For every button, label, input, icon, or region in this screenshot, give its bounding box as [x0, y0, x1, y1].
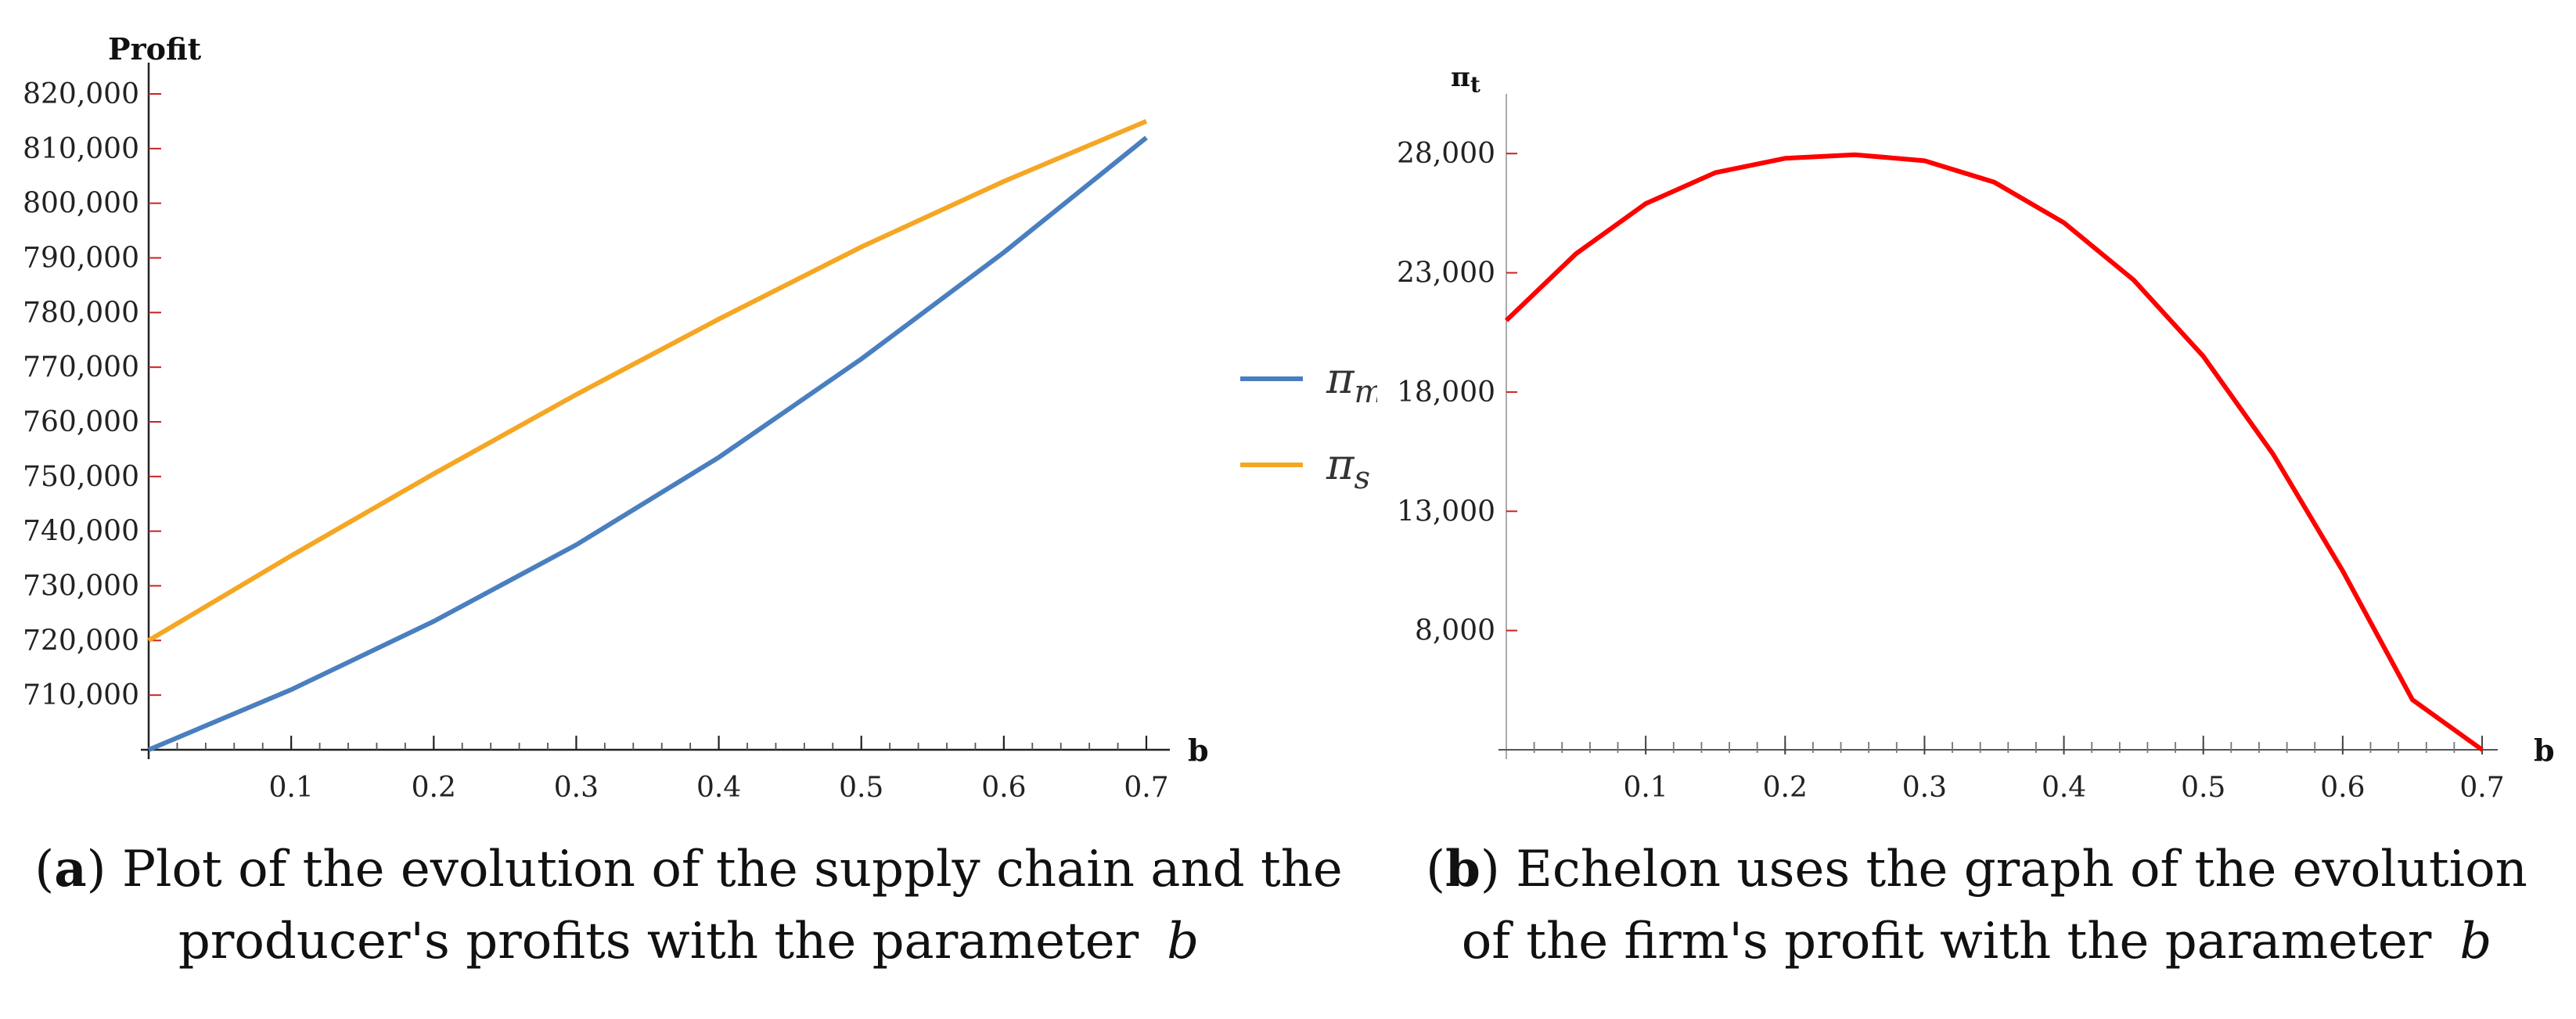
- x-tick-label: 0.7: [2459, 772, 2504, 804]
- caption-b-variable: b: [2459, 913, 2492, 970]
- x-tick-label: 0.5: [839, 772, 883, 804]
- caption-b: (b) Echelon uses the graph of the evolut…: [1426, 840, 2527, 970]
- x-tick-label: 0.5: [2181, 772, 2225, 804]
- x-tick-label: 0.6: [2320, 772, 2365, 804]
- y-tick-label: 800,000: [23, 188, 139, 220]
- series-line-s: [147, 119, 1148, 643]
- y-tick-label: 780,000: [23, 297, 139, 329]
- x-tick-label: 0.3: [1902, 772, 1947, 804]
- x-axis-title: b: [2534, 733, 2555, 768]
- y-tick-label: 13,000: [1397, 495, 1495, 528]
- x-tick-label: 0.4: [2042, 772, 2086, 804]
- y-tick-label: 750,000: [23, 461, 139, 493]
- y-tick-label: 18,000: [1397, 376, 1495, 409]
- y-tick-label: 730,000: [23, 571, 139, 603]
- chart-panel-b: 0.1 0.2 0.3 0.4 0.5 0.6 0.7 8,000 13,000 18,000 23…: [1377, 0, 2576, 1019]
- y-tick-label: 790,000: [23, 243, 139, 275]
- x-tick-label: 0.7: [1124, 772, 1168, 804]
- x-tick-label: 0.2: [1763, 772, 1808, 804]
- y-tick-label: 810,000: [23, 133, 139, 165]
- x-axis-title: b: [1188, 733, 1209, 768]
- caption-a-line1: Plot of the evolution of the supply chai…: [121, 841, 1343, 898]
- y-tick-label: 8,000: [1415, 615, 1495, 647]
- legend-label-s: πs: [1326, 440, 1370, 496]
- caption-b-line1: Echelon uses the graph of the evolution: [1516, 841, 2527, 898]
- x-tick-label: 0.4: [696, 772, 741, 804]
- x-tick-label: 0.6: [981, 772, 1026, 804]
- series-line-m: [147, 135, 1148, 752]
- caption-a: (a) Plot of the evolution of the supply …: [34, 840, 1343, 970]
- y-tick-label: 28,000: [1397, 138, 1495, 170]
- y-axis-title: Profit: [108, 31, 202, 67]
- y-tick-label: 740,000: [23, 516, 139, 548]
- chart-panel-a: 0.1 0.2 0.3 0.4 0.5 0.6 0.7 710,000 720,000 730,0…: [23, 31, 1383, 970]
- x-tick-label: 0.3: [554, 772, 599, 804]
- chart-b: 0.1 0.2 0.3 0.4 0.5 0.6 0.7 8,000 13,000 18,000 23…: [1397, 62, 2555, 804]
- y-tick-label: 770,000: [23, 351, 139, 383]
- caption-a-variable: b: [1167, 913, 1200, 970]
- caption-a-line2: producer's profits with the parameter: [178, 913, 1139, 970]
- y-axis-title: πt: [1451, 62, 1480, 97]
- x-tick-label: 0.2: [412, 772, 456, 804]
- caption-b-line2: of the firm's profit with the parameter: [1461, 913, 2432, 970]
- y-tick-label: 23,000: [1397, 257, 1495, 290]
- x-tick-label: 0.1: [1624, 772, 1668, 804]
- y-tick-label: 710,000: [23, 679, 139, 711]
- caption-a-tag: a: [54, 840, 87, 898]
- legend-label-m: πm: [1326, 354, 1377, 410]
- caption-b-tag: b: [1445, 840, 1480, 898]
- y-tick-label: 720,000: [23, 625, 139, 657]
- series-line-t: [1504, 152, 2484, 752]
- x-tick-label: 0.1: [269, 772, 314, 804]
- y-tick-label: 820,000: [23, 78, 139, 110]
- y-tick-label: 760,000: [23, 406, 139, 438]
- chart-a: 0.1 0.2 0.3 0.4 0.5 0.6 0.7 710,000 720,000 730,0…: [23, 31, 1383, 804]
